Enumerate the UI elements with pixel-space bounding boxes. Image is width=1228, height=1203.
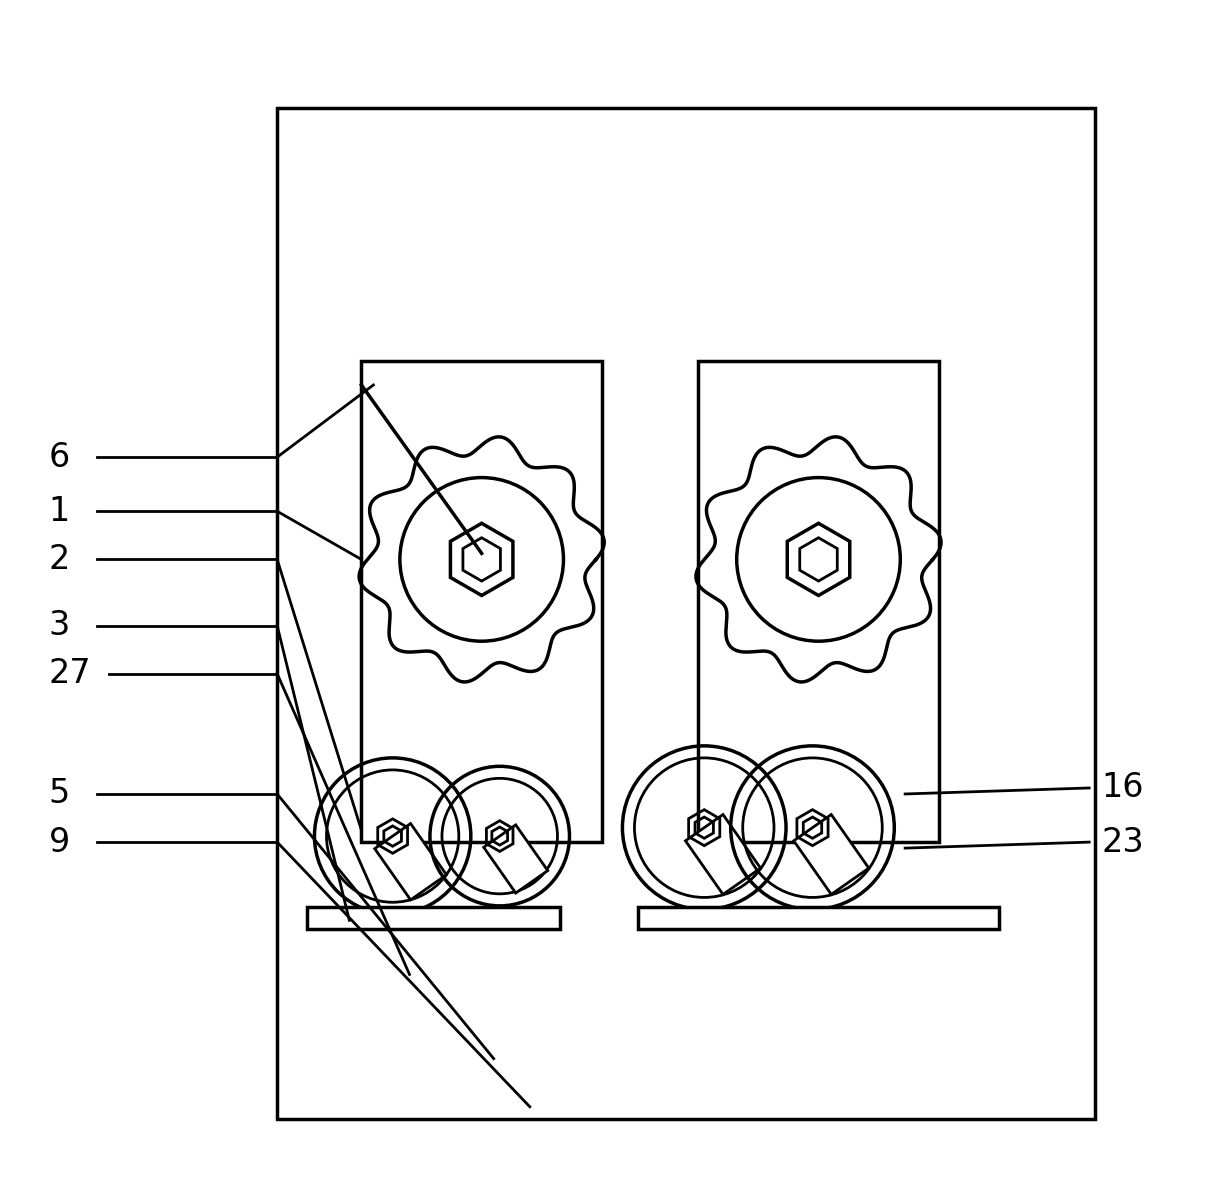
Text: 23: 23 (1102, 825, 1143, 859)
Text: 3: 3 (49, 609, 70, 642)
Bar (361, 361, 602, 842)
Polygon shape (685, 814, 760, 894)
Text: 2: 2 (49, 543, 70, 576)
Polygon shape (484, 825, 548, 893)
Polygon shape (375, 824, 447, 900)
Bar (699, 361, 939, 842)
Bar (639, 907, 998, 929)
Text: 5: 5 (49, 777, 70, 811)
Text: 9: 9 (49, 825, 70, 859)
Text: 1: 1 (49, 494, 70, 528)
Bar (307, 907, 560, 929)
Polygon shape (793, 814, 868, 894)
Text: 27: 27 (49, 657, 91, 691)
Text: 6: 6 (49, 440, 70, 474)
Bar (278, 108, 1095, 1119)
Text: 16: 16 (1102, 771, 1143, 805)
